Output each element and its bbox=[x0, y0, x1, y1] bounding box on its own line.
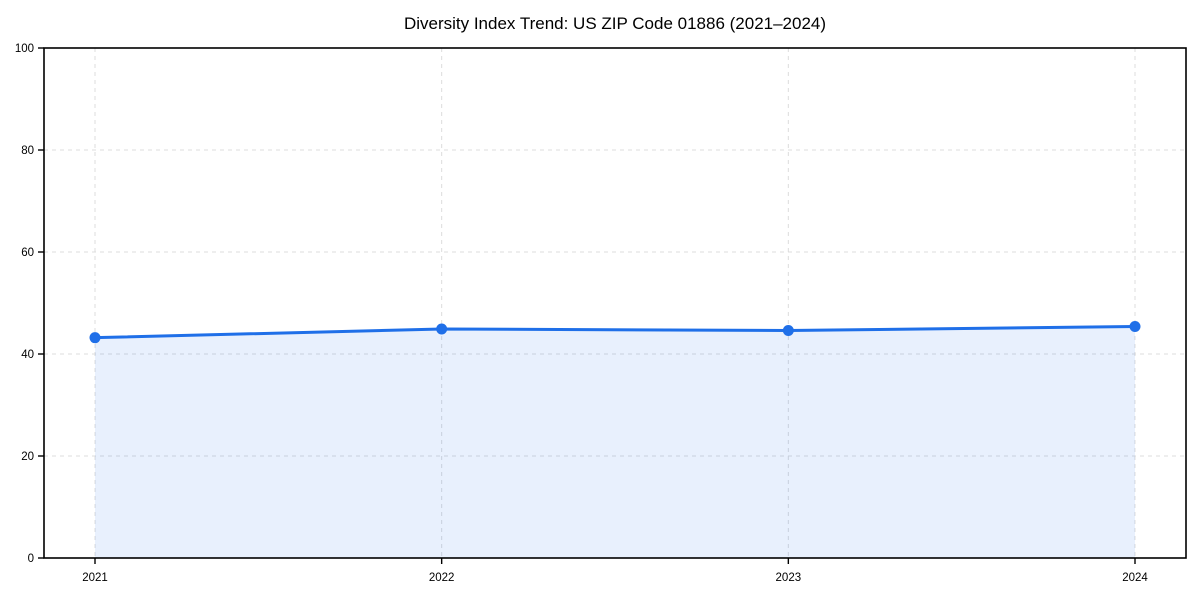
trend-line bbox=[93, 324, 1137, 340]
y-tick-label: 0 bbox=[28, 553, 34, 565]
area-fill bbox=[95, 326, 1135, 558]
y-tick-label: 60 bbox=[21, 247, 34, 259]
chart-title: Diversity Index Trend: US ZIP Code 01886… bbox=[404, 14, 826, 33]
y-tick-label: 20 bbox=[21, 451, 34, 463]
data-point-marker bbox=[1129, 320, 1141, 332]
tick-labels: 0 20 40 60 80 100 2021 2022 2023 2024 bbox=[15, 43, 1149, 584]
y-tick-label: 40 bbox=[21, 349, 34, 361]
data-point-marker bbox=[782, 325, 794, 337]
area-fill-shape bbox=[95, 326, 1135, 558]
x-tick-label: 2023 bbox=[776, 572, 802, 584]
axes bbox=[43, 47, 1187, 559]
y-tick-label: 80 bbox=[21, 145, 34, 157]
data-point-marker bbox=[436, 323, 448, 335]
plot-border bbox=[43, 47, 1187, 559]
x-tick-label: 2021 bbox=[82, 572, 108, 584]
data-points bbox=[89, 320, 1141, 344]
x-tick-label: 2024 bbox=[1122, 572, 1148, 584]
gridlines bbox=[44, 48, 1186, 558]
data-point-marker bbox=[89, 332, 101, 344]
y-tick-label: 100 bbox=[15, 43, 34, 55]
x-tick-label: 2022 bbox=[429, 572, 455, 584]
trend-line-path bbox=[93, 324, 1137, 340]
